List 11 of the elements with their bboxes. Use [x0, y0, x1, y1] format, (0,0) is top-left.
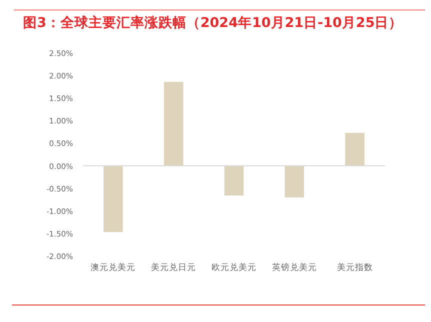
chart-title: 图3：全球主要汇率涨跌幅（2024年10月21日-10月25日） — [23, 14, 403, 31]
x-tick-label: 欧元兑美元 — [212, 262, 256, 272]
bar — [104, 166, 123, 232]
x-tick-label: 美元兑日元 — [151, 262, 196, 272]
x-tick-label: 美元指数 — [336, 262, 373, 272]
bar — [345, 132, 364, 166]
x-tick-label: 澳元兑美元 — [90, 262, 136, 272]
x-tick-label: 英镑兑美元 — [272, 262, 317, 272]
bar — [284, 166, 304, 198]
bar — [164, 82, 184, 166]
bar — [224, 166, 244, 196]
